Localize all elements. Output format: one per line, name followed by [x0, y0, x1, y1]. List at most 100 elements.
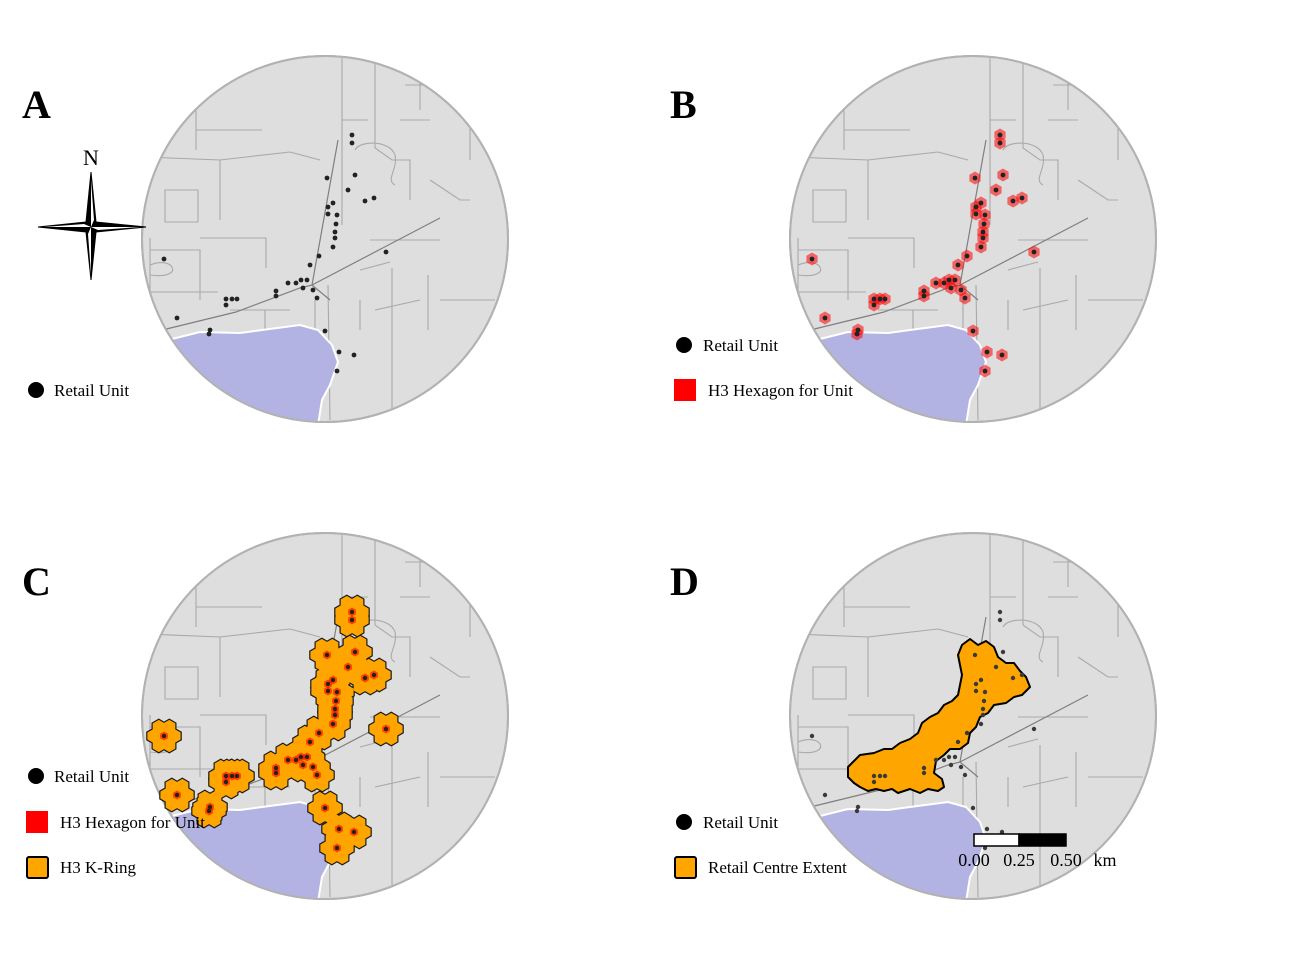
- retail-unit-point: [921, 293, 927, 299]
- retail-unit-point: [330, 244, 336, 250]
- legend-extent-symbol: [674, 856, 697, 879]
- retail-unit-point: [882, 773, 888, 779]
- retail-unit-point: [314, 772, 320, 778]
- legend-hexagon-symbol: [26, 811, 48, 833]
- h3-hexagons: [160, 607, 390, 853]
- retail-unit-point: [273, 288, 279, 294]
- retail-unit-point: [955, 262, 961, 268]
- scale-tick-1: 0.25: [1003, 850, 1035, 870]
- retail-unit-point: [332, 229, 338, 235]
- retail-unit-point: [1000, 649, 1006, 655]
- retail-unit-point: [997, 617, 1003, 623]
- map-legend: Retail Unit H3 Hexagon for Unit H3 K-Rin…: [26, 767, 205, 879]
- retail-unit-point: [946, 277, 952, 283]
- retail-unit-point: [298, 754, 304, 760]
- retail-unit-point: [304, 754, 310, 760]
- retail-unit-point: [980, 229, 986, 235]
- retail-unit-point: [223, 302, 229, 308]
- retail-unit-point: [293, 280, 299, 286]
- retail-unit-points: [161, 609, 389, 851]
- retail-unit-point: [334, 368, 340, 374]
- north-arrow: N: [37, 145, 147, 281]
- retail-unit-point: [223, 296, 229, 302]
- retail-unit-point: [273, 770, 279, 776]
- legend-label-retail-unit: Retail Unit: [54, 381, 129, 400]
- legend-label-retail-unit: Retail Unit: [703, 336, 778, 355]
- retail-unit-point: [921, 770, 927, 776]
- retail-centre-extent: [847, 638, 1031, 794]
- retail-unit-point: [855, 327, 861, 333]
- retail-unit-point: [964, 253, 970, 259]
- retail-unit-point: [921, 288, 927, 294]
- retail-unit-point: [982, 368, 988, 374]
- north-label: N: [83, 145, 99, 170]
- retail-unit-point: [371, 672, 377, 678]
- retail-unit-point: [933, 280, 939, 286]
- retail-unit-point: [955, 739, 961, 745]
- retail-unit-point: [973, 204, 979, 210]
- retail-unit-point: [336, 826, 342, 832]
- retail-unit-point: [383, 726, 389, 732]
- retail-unit-point: [978, 721, 984, 727]
- panel-label: D: [670, 559, 699, 604]
- retail-unit-point: [982, 212, 988, 218]
- retail-unit-point: [330, 721, 336, 727]
- retail-unit-point: [822, 792, 828, 798]
- retail-unit-point: [345, 664, 351, 670]
- retail-unit-point: [877, 773, 883, 779]
- map-legend: Retail Unit Retail Centre Extent: [674, 813, 847, 879]
- retail-unit-point: [978, 677, 984, 683]
- retail-unit-point: [970, 328, 976, 334]
- retail-unit-point: [334, 845, 340, 851]
- retail-unit-point: [349, 609, 355, 615]
- retail-unit-point: [349, 617, 355, 623]
- retail-unit-point: [978, 244, 984, 250]
- retail-unit-point: [310, 287, 316, 293]
- retail-unit-point: [332, 235, 338, 241]
- retail-unit-point: [349, 140, 355, 146]
- retail-unit-point: [234, 296, 240, 302]
- retail-unit-point: [332, 712, 338, 718]
- legend-point-symbol: [676, 337, 692, 353]
- retail-unit-point: [334, 212, 340, 218]
- map-circle: [141, 532, 509, 900]
- retail-unit-point: [980, 235, 986, 241]
- retail-unit-point: [1031, 726, 1037, 732]
- retail-unit-point: [362, 675, 368, 681]
- retail-unit-point: [352, 649, 358, 655]
- retail-unit-point: [973, 681, 979, 687]
- retail-unit-point: [298, 277, 304, 283]
- retail-unit-point: [958, 764, 964, 770]
- retail-unit-point: [964, 730, 970, 736]
- retail-unit-point: [316, 253, 322, 259]
- retail-unit-point: [383, 249, 389, 255]
- retail-unit-point: [1031, 249, 1037, 255]
- retail-unit-point: [273, 765, 279, 771]
- retail-unit-point: [307, 739, 313, 745]
- retail-unit-point: [273, 293, 279, 299]
- retail-unit-point: [980, 712, 986, 718]
- retail-unit-point: [984, 826, 990, 832]
- retail-unit-point: [324, 175, 330, 181]
- scale-tick-0: 0.00: [958, 850, 990, 870]
- retail-unit-point: [984, 349, 990, 355]
- retail-unit-points: [809, 132, 1037, 374]
- panel-a: A Retail Unit N: [22, 55, 509, 423]
- retail-unit-point: [351, 829, 357, 835]
- retail-unit-point: [314, 295, 320, 301]
- retail-unit-point: [882, 296, 888, 302]
- retail-unit-point: [304, 277, 310, 283]
- retail-unit-point: [362, 198, 368, 204]
- retail-unit-point: [207, 327, 213, 333]
- retail-unit-point: [324, 652, 330, 658]
- retail-unit-point: [316, 730, 322, 736]
- legend-label-k-ring: H3 K-Ring: [60, 858, 137, 877]
- retail-unit-point: [322, 805, 328, 811]
- retail-unit-point: [161, 256, 167, 262]
- retail-unit-point: [952, 277, 958, 283]
- legend-point-symbol: [676, 814, 692, 830]
- legend-point-symbol: [28, 382, 44, 398]
- retail-unit-point: [325, 211, 331, 217]
- retail-unit-point: [982, 689, 988, 695]
